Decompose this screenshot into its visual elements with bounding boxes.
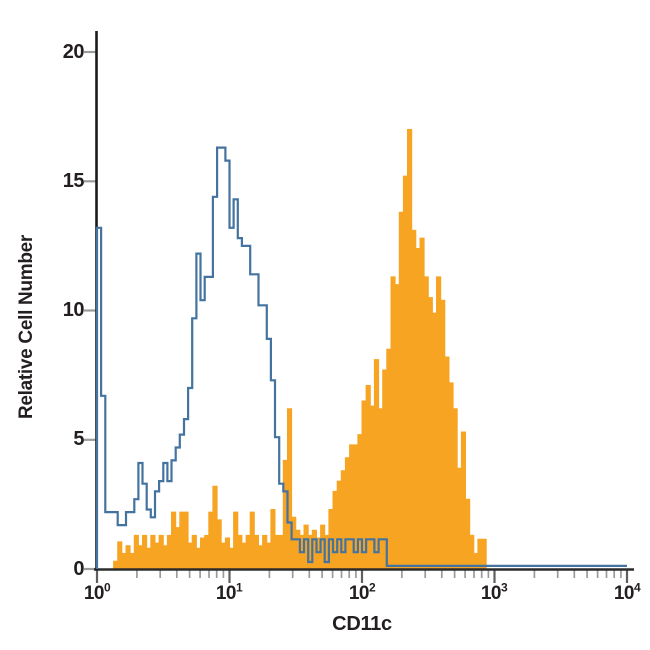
x-axis-ticks <box>95 569 629 583</box>
x-axis-title: CD11c <box>332 613 392 635</box>
y-axis-ticks <box>84 50 96 571</box>
x-tick-label-1e0: 100 <box>83 580 111 604</box>
y-axis-title: Relative Cell Number <box>16 234 37 420</box>
blue-open-histogram <box>95 146 627 569</box>
y-tick-label-5: 5 <box>73 428 84 450</box>
orange-filled-histogram <box>113 129 487 570</box>
y-tick-label-20: 20 <box>62 41 85 63</box>
x-tick-label-1e2: 102 <box>348 580 376 604</box>
x-tick-label-1e1: 101 <box>215 580 243 604</box>
y-tick-label-0: 0 <box>73 558 84 580</box>
y-tick-label-15: 15 <box>62 170 85 192</box>
x-tick-label-1e3: 103 <box>480 580 508 604</box>
y-tick-label-10: 10 <box>62 299 85 321</box>
x-tick-label-1e4: 104 <box>613 580 641 604</box>
